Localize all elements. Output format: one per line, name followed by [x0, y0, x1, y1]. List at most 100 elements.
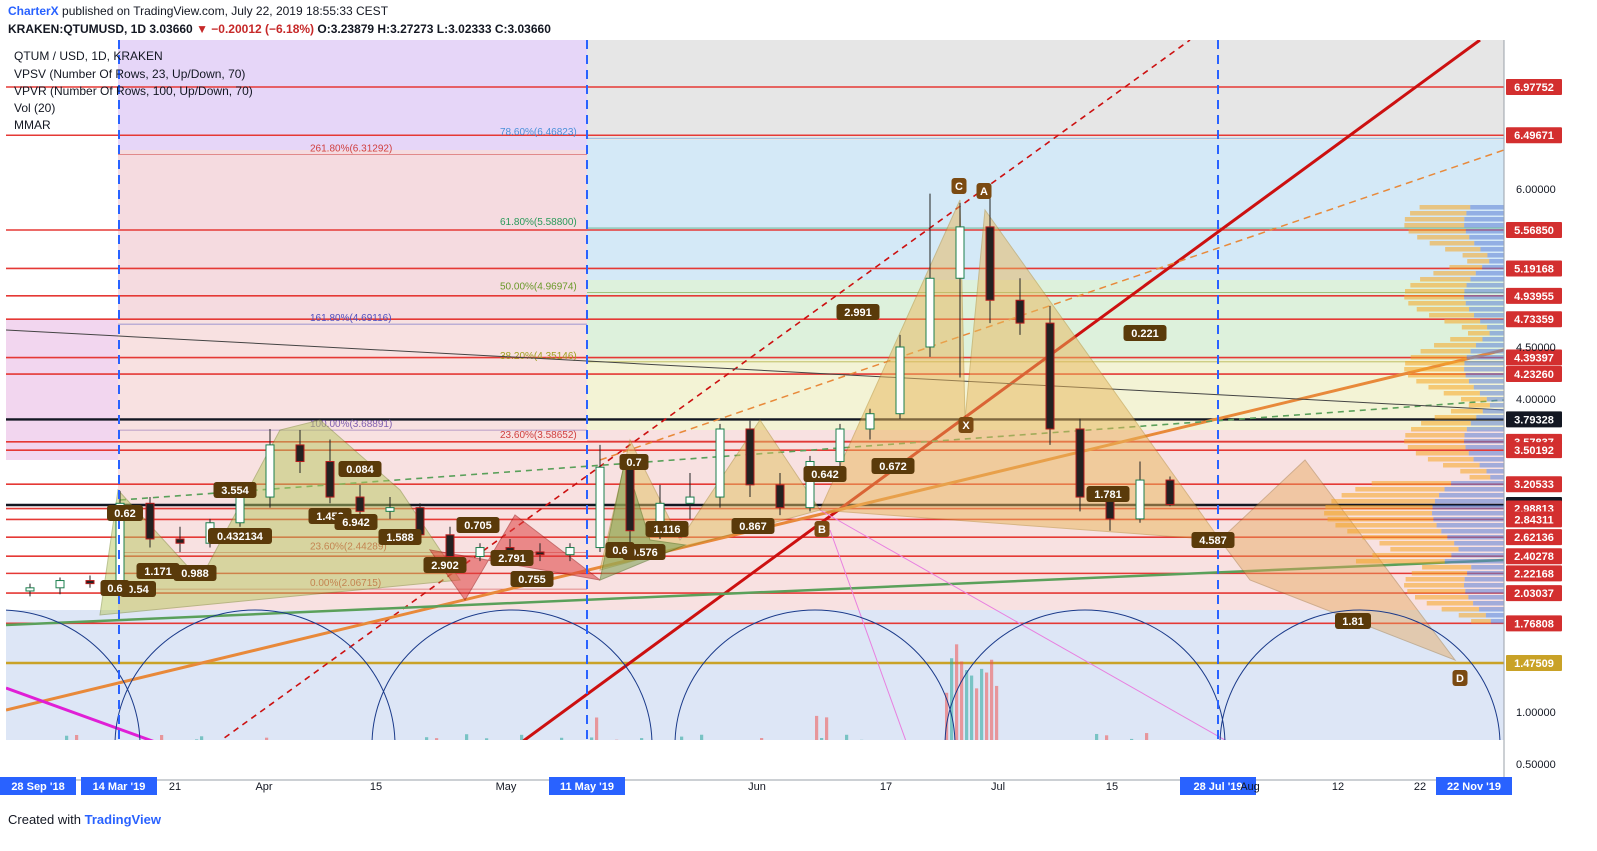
volume-profile-bar — [1464, 361, 1504, 366]
volume-profile-bar — [1427, 457, 1474, 462]
price-change: ▼ −0.20012 (−6.18%) — [196, 22, 315, 36]
legend-indicator[interactable]: MMAR — [14, 118, 51, 132]
price-level-value: 2.84311 — [1514, 514, 1553, 526]
candle — [1135, 461, 1145, 523]
pink-zone-left — [6, 320, 118, 460]
author-brand[interactable]: CharterX — [8, 4, 59, 18]
svg-text:0.6: 0.6 — [107, 583, 122, 595]
volume-profile-bar — [1461, 397, 1487, 402]
volume-profile-bar — [1405, 361, 1465, 366]
x-tick-label: 17 — [880, 781, 892, 793]
cycle-arc — [371, 609, 653, 740]
svg-text:1.781: 1.781 — [1094, 489, 1122, 501]
pink-thin-trendline-2 — [829, 529, 907, 740]
pattern-ratio-label: 0.867 — [731, 518, 775, 534]
legend-indicator[interactable]: Vol (20) — [14, 101, 55, 115]
candle — [1045, 305, 1055, 445]
candle — [535, 543, 545, 562]
price-level-label: 2.03037 — [1506, 585, 1562, 602]
cycle-arc — [1219, 609, 1501, 740]
x-tick-label: 22 — [1414, 781, 1426, 793]
price-level-value: 4.23260 — [1514, 369, 1554, 381]
candle — [1075, 418, 1085, 512]
volume-profile-bar — [1470, 205, 1504, 210]
candle — [715, 423, 725, 508]
publish-info: published on TradingView.com, July 22, 2… — [62, 4, 389, 18]
volume-profile-bar — [1464, 439, 1504, 444]
volume-profile-bar — [1428, 385, 1474, 390]
fib-label: 78.60%(6.46823) — [500, 127, 577, 138]
volume-profile-bar — [1464, 433, 1504, 438]
volume-bar — [680, 736, 684, 740]
price-level-label: 4.39397 — [1506, 349, 1562, 366]
svg-text:1.116: 1.116 — [654, 524, 681, 536]
legend-indicator[interactable]: VPSV (Number Of Rows, 23, Up/Down, 70) — [14, 67, 245, 81]
volume-profile-bar — [1479, 607, 1504, 612]
x-tick-label: 12 — [1332, 781, 1344, 793]
pattern-ratio-label: 0.7 — [619, 454, 649, 470]
price-level-value: 3.50192 — [1514, 445, 1554, 457]
candle — [565, 543, 575, 562]
pattern-ratio-label: 4.587 — [1191, 532, 1235, 548]
candle — [325, 439, 335, 504]
volume-profile-bar — [1404, 367, 1465, 372]
volume-zone — [6, 610, 1504, 740]
svg-text:1.81: 1.81 — [1342, 616, 1363, 628]
svg-text:Jun: Jun — [748, 781, 766, 793]
volume-profile-bar — [1466, 211, 1504, 216]
volume-profile-bar — [1482, 337, 1504, 342]
candle — [265, 428, 275, 508]
volume-profile-bar — [1327, 517, 1434, 522]
volume-bar — [560, 737, 564, 740]
price-level-label: 4.93955 — [1506, 287, 1562, 304]
fib-label: 100.00%(3.68891) — [310, 419, 392, 430]
svg-text:0.988: 0.988 — [181, 568, 209, 580]
legend-indicator[interactable]: VPVR (Number Of Rows, 100, Up/Down, 70) — [14, 84, 253, 98]
volume-profile-bar — [1415, 595, 1469, 600]
candle — [955, 202, 965, 378]
volume-bar — [845, 734, 849, 740]
price-level-label: 6.49671 — [1506, 127, 1562, 144]
volume-profile-bar — [1465, 229, 1504, 234]
volume-profile-bar — [1444, 319, 1481, 324]
volume-bar — [950, 658, 954, 740]
created-with-label: Created with — [8, 812, 81, 827]
volume-profile-bar — [1458, 613, 1486, 618]
price-chart[interactable]: 78.60%(6.46823) 261.80%(6.31292) 61.80%(5.… — [0, 40, 1597, 800]
svg-text:22 Nov '19: 22 Nov '19 — [1447, 781, 1501, 793]
volume-profile-bar — [1347, 529, 1442, 534]
y-tick-label: 6.00000 — [1516, 184, 1556, 196]
volume-profile-bar — [1465, 301, 1504, 306]
volume-profile-bar — [1325, 505, 1433, 510]
volume-profile-bar — [1451, 553, 1504, 558]
volume-profile-bar — [1471, 565, 1504, 570]
pattern-ratio-label: 1.171 — [136, 563, 180, 579]
volume-bar — [425, 737, 429, 740]
svg-text:6.942: 6.942 — [342, 517, 370, 529]
volume-profile-bar — [1470, 277, 1504, 282]
volume-profile-bar — [1479, 391, 1504, 396]
volume-profile-bar — [1421, 421, 1471, 426]
volume-profile-bar — [1469, 475, 1491, 480]
volume-profile-bar — [1410, 355, 1467, 360]
svg-text:28 Sep '18: 28 Sep '18 — [11, 781, 64, 793]
candle — [85, 575, 95, 588]
svg-text:17: 17 — [880, 781, 892, 793]
volume-profile-bar — [1468, 379, 1504, 384]
volume-profile-bar — [1470, 421, 1504, 426]
volume-profile-bar — [1420, 277, 1471, 282]
svg-text:4.587: 4.587 — [1199, 535, 1227, 547]
volume-bar — [265, 737, 269, 740]
x-tick-highlight: 28 Jul '19 — [1180, 777, 1256, 795]
volume-profile-bar — [1464, 583, 1504, 588]
chart-area[interactable]: 78.60%(6.46823) 261.80%(6.31292) 61.80%(5.… — [0, 40, 1597, 800]
price-level-value: 5.19168 — [1514, 263, 1554, 275]
legend-title: QTUM / USD, 1D, KRAKEN — [14, 49, 163, 63]
price-level-label: 2.22168 — [1506, 565, 1562, 582]
volume-profile-bar — [1464, 289, 1504, 294]
volume-bar — [435, 738, 439, 740]
publish-line: CharterX published on TradingView.com, J… — [8, 4, 388, 18]
tradingview-logo[interactable]: TradingView — [84, 812, 161, 827]
svg-text:Aug: Aug — [1240, 781, 1260, 793]
volume-profile-bar — [1458, 547, 1504, 552]
